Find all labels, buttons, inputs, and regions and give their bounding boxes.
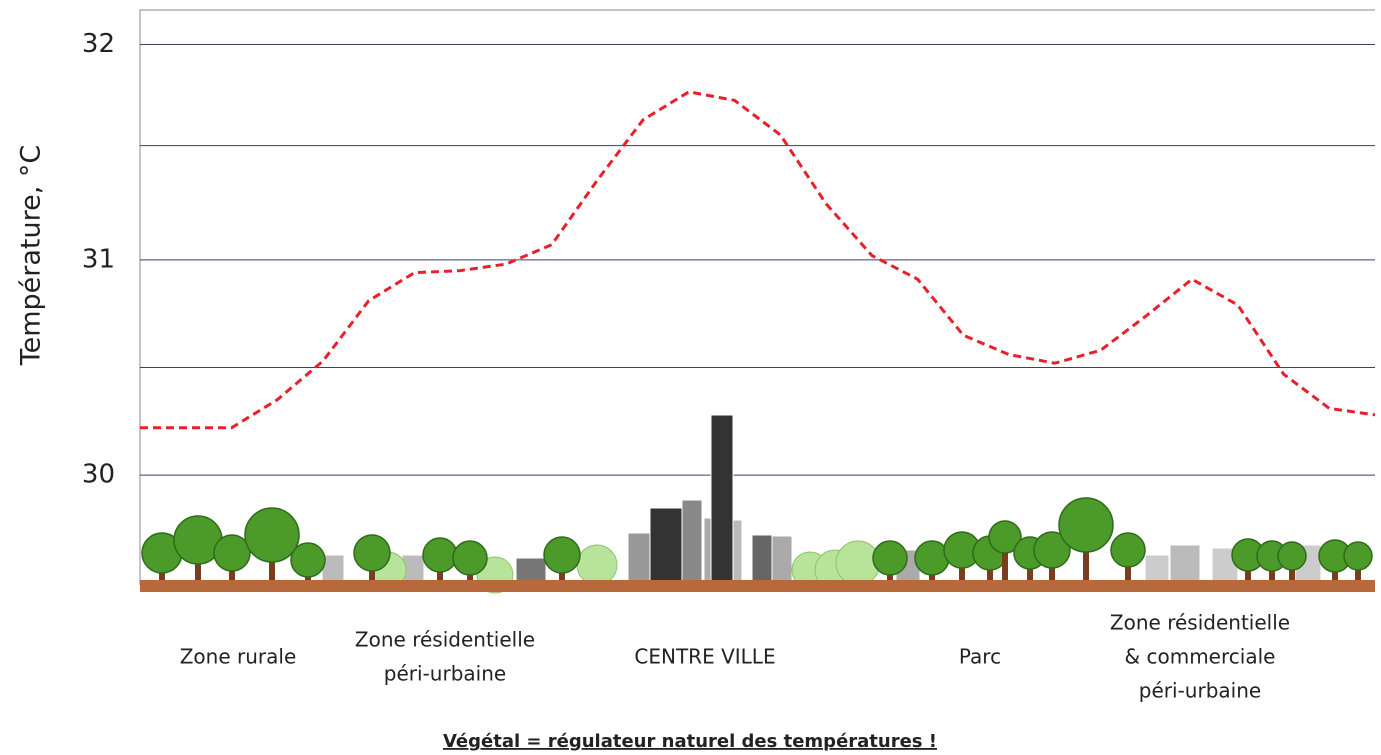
y-axis-label: Température, °C bbox=[16, 145, 47, 367]
tree-crown bbox=[354, 535, 390, 571]
zone-label: péri-urbaine bbox=[384, 662, 506, 686]
tree-crown bbox=[1111, 533, 1145, 567]
building bbox=[682, 500, 702, 585]
zone-label: Zone résidentielle bbox=[1110, 611, 1290, 635]
building bbox=[711, 415, 733, 585]
bush bbox=[577, 545, 617, 585]
y-tick-label: 32 bbox=[82, 29, 115, 59]
building bbox=[650, 508, 682, 585]
footer: Végétal = régulateur naturel des tempéra… bbox=[443, 731, 937, 752]
building bbox=[1170, 545, 1200, 585]
zone-label: Parc bbox=[959, 645, 1001, 669]
tree-crown bbox=[1059, 498, 1113, 552]
y-tick-label: 31 bbox=[82, 244, 115, 274]
tree-crown bbox=[1344, 542, 1372, 570]
zone-label: CENTRE VILLE bbox=[634, 645, 775, 669]
tree-crown bbox=[423, 538, 457, 572]
ground bbox=[140, 580, 1375, 592]
building bbox=[772, 536, 792, 585]
zone-label: péri-urbaine bbox=[1139, 679, 1261, 703]
tree-crown bbox=[1278, 542, 1306, 570]
zone-label: & commerciale bbox=[1125, 645, 1276, 669]
tree-crown bbox=[544, 537, 580, 573]
building bbox=[628, 533, 650, 585]
zone-label: Zone résidentielle bbox=[355, 628, 535, 652]
y-tick-label: 30 bbox=[82, 460, 115, 490]
scenery bbox=[140, 415, 1375, 593]
tree-crown bbox=[453, 541, 487, 575]
tree-crown bbox=[214, 535, 250, 571]
zone-label: Zone rurale bbox=[180, 645, 297, 669]
chart: Température, °C Végétal = régulateur nat… bbox=[0, 0, 1381, 755]
tree-crown bbox=[245, 508, 299, 562]
tree-crown bbox=[873, 541, 907, 575]
building bbox=[752, 535, 772, 585]
tree-crown bbox=[291, 543, 325, 577]
